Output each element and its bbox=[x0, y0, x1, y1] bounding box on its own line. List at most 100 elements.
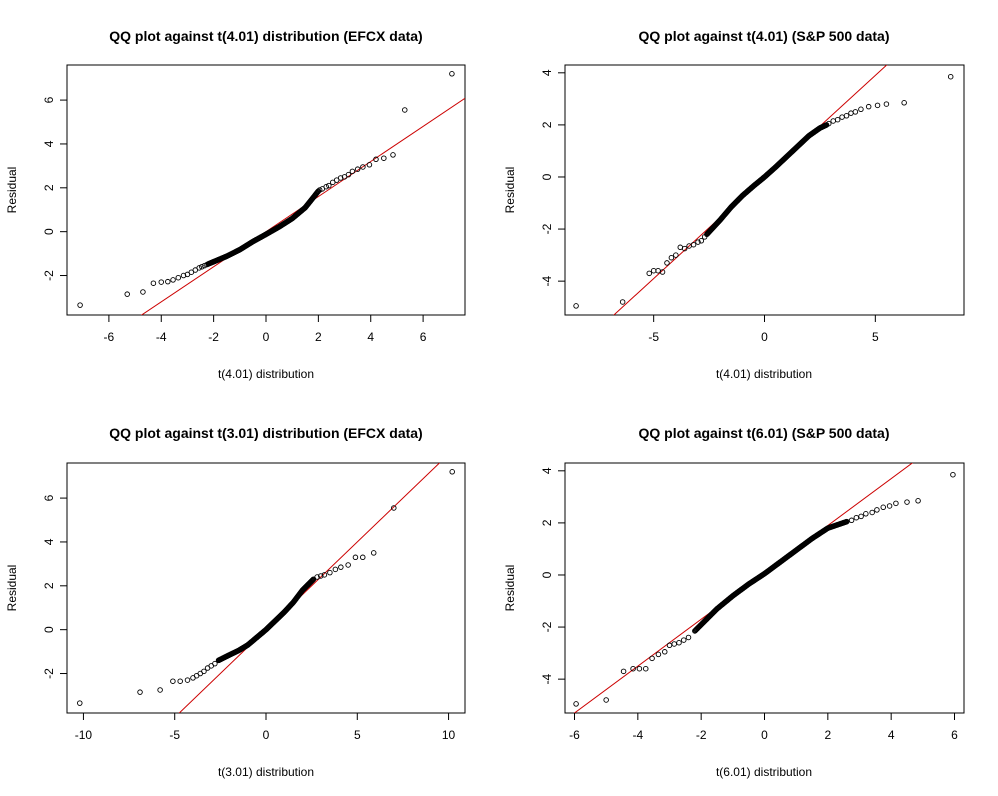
qq-point bbox=[883, 101, 890, 107]
panel-efcx-t301: QQ plot against t(3.01) distribution (EF… bbox=[5, 425, 466, 779]
reference-line bbox=[178, 463, 441, 713]
qq-point bbox=[314, 574, 320, 580]
qq-point bbox=[184, 677, 191, 683]
panel-sp500-t401: QQ plot against t(4.01) (S&P 500 data) t… bbox=[503, 28, 965, 381]
qq-point bbox=[698, 238, 705, 244]
y-tick-label: 4 bbox=[540, 69, 554, 76]
qq-point bbox=[391, 505, 397, 511]
qq-point bbox=[950, 471, 956, 478]
qq-point bbox=[664, 260, 670, 266]
qq-point bbox=[360, 164, 366, 170]
qq-point bbox=[402, 107, 408, 113]
qq-point bbox=[373, 156, 379, 163]
qq-point bbox=[338, 564, 344, 570]
plot-frame bbox=[564, 64, 965, 316]
x-axis-label: t(4.01) distribution bbox=[218, 367, 314, 381]
x-axis-label: t(4.01) distribution bbox=[716, 367, 812, 381]
plot-area bbox=[573, 65, 954, 315]
plot-frame bbox=[66, 64, 466, 316]
y-tick-label: -2 bbox=[540, 223, 554, 234]
qq-point bbox=[671, 641, 678, 647]
qq-point bbox=[901, 100, 907, 106]
x-tick-label: -6 bbox=[104, 330, 115, 344]
qq-point bbox=[655, 651, 662, 658]
qq-point bbox=[157, 687, 163, 693]
y-axis-label: Residual bbox=[5, 167, 19, 214]
qq-point bbox=[880, 504, 887, 511]
qq-point bbox=[630, 665, 636, 672]
qq-point bbox=[137, 689, 143, 695]
x-tick-label: 10 bbox=[442, 728, 456, 742]
qq-point bbox=[204, 261, 210, 268]
chart-title: QQ plot against t(3.01) distribution (EF… bbox=[109, 425, 422, 441]
qq-point bbox=[681, 245, 688, 252]
qq-point bbox=[349, 168, 356, 175]
x-tick-label: 5 bbox=[872, 330, 879, 344]
x-tick-label: -4 bbox=[156, 330, 167, 344]
qq-point bbox=[844, 518, 850, 525]
x-tick-label: 0 bbox=[761, 330, 768, 344]
x-tick-label: 2 bbox=[824, 728, 831, 742]
qq-point bbox=[354, 166, 361, 172]
qq-point bbox=[659, 269, 666, 275]
x-axis-label: t(6.01) distribution bbox=[716, 765, 812, 779]
qq-point bbox=[158, 279, 165, 285]
y-axis-label: Residual bbox=[503, 565, 517, 612]
qq-point bbox=[701, 234, 708, 240]
x-tick-label: -5 bbox=[648, 330, 659, 344]
qq-point bbox=[690, 241, 697, 248]
x-tick-label: 0 bbox=[263, 330, 270, 344]
qq-point bbox=[381, 155, 387, 161]
qq-point bbox=[345, 171, 352, 178]
x-tick-label: -4 bbox=[632, 728, 643, 742]
qq-point bbox=[666, 642, 673, 649]
y-tick-label: -2 bbox=[42, 270, 56, 281]
qq-point bbox=[662, 649, 668, 655]
qq-point bbox=[858, 513, 864, 520]
y-axis-label: Residual bbox=[503, 167, 517, 214]
x-tick-label: 6 bbox=[951, 728, 958, 742]
qq-point bbox=[685, 634, 692, 641]
chart-title: QQ plot against t(4.01) distribution (EF… bbox=[109, 28, 422, 44]
qq-point bbox=[318, 573, 324, 579]
qq-point bbox=[839, 114, 845, 120]
y-tick-label: -2 bbox=[42, 668, 56, 679]
qq-point bbox=[170, 277, 176, 283]
y-tick-label: -2 bbox=[540, 621, 554, 632]
qq-point bbox=[826, 120, 832, 127]
qq-point bbox=[77, 302, 83, 308]
x-tick-label: 0 bbox=[263, 728, 270, 742]
x-tick-label: 6 bbox=[420, 330, 427, 344]
x-tick-label: 0 bbox=[761, 728, 768, 742]
qq-point bbox=[646, 270, 652, 277]
qq-point bbox=[848, 517, 855, 524]
qq-point bbox=[390, 152, 396, 158]
qq-point bbox=[327, 569, 333, 576]
qq-point bbox=[874, 102, 881, 109]
qq-point bbox=[449, 469, 455, 475]
qq-point bbox=[673, 252, 679, 258]
chart-title: QQ plot against t(6.01) (S&P 500 data) bbox=[638, 425, 889, 441]
qq-point bbox=[676, 639, 682, 646]
qq-point bbox=[326, 182, 332, 189]
y-tick-label: 0 bbox=[42, 228, 56, 235]
y-tick-label: 2 bbox=[540, 121, 554, 128]
qq-point bbox=[332, 566, 339, 573]
qq-point bbox=[848, 110, 854, 116]
qq-point bbox=[360, 554, 366, 561]
qq-point bbox=[370, 550, 377, 556]
qq-point bbox=[863, 511, 869, 517]
plot-area bbox=[77, 463, 455, 713]
y-axis-label: Residual bbox=[5, 565, 19, 612]
qq-point bbox=[869, 509, 875, 516]
qq-point bbox=[140, 289, 146, 295]
qq-point bbox=[852, 109, 859, 115]
qq-point bbox=[636, 665, 643, 672]
plot-frame bbox=[66, 462, 466, 714]
qq-point bbox=[865, 103, 872, 110]
qq-point bbox=[874, 507, 880, 513]
x-tick-label: 2 bbox=[315, 330, 322, 344]
qq-point bbox=[345, 562, 351, 568]
qq-point bbox=[834, 116, 841, 123]
